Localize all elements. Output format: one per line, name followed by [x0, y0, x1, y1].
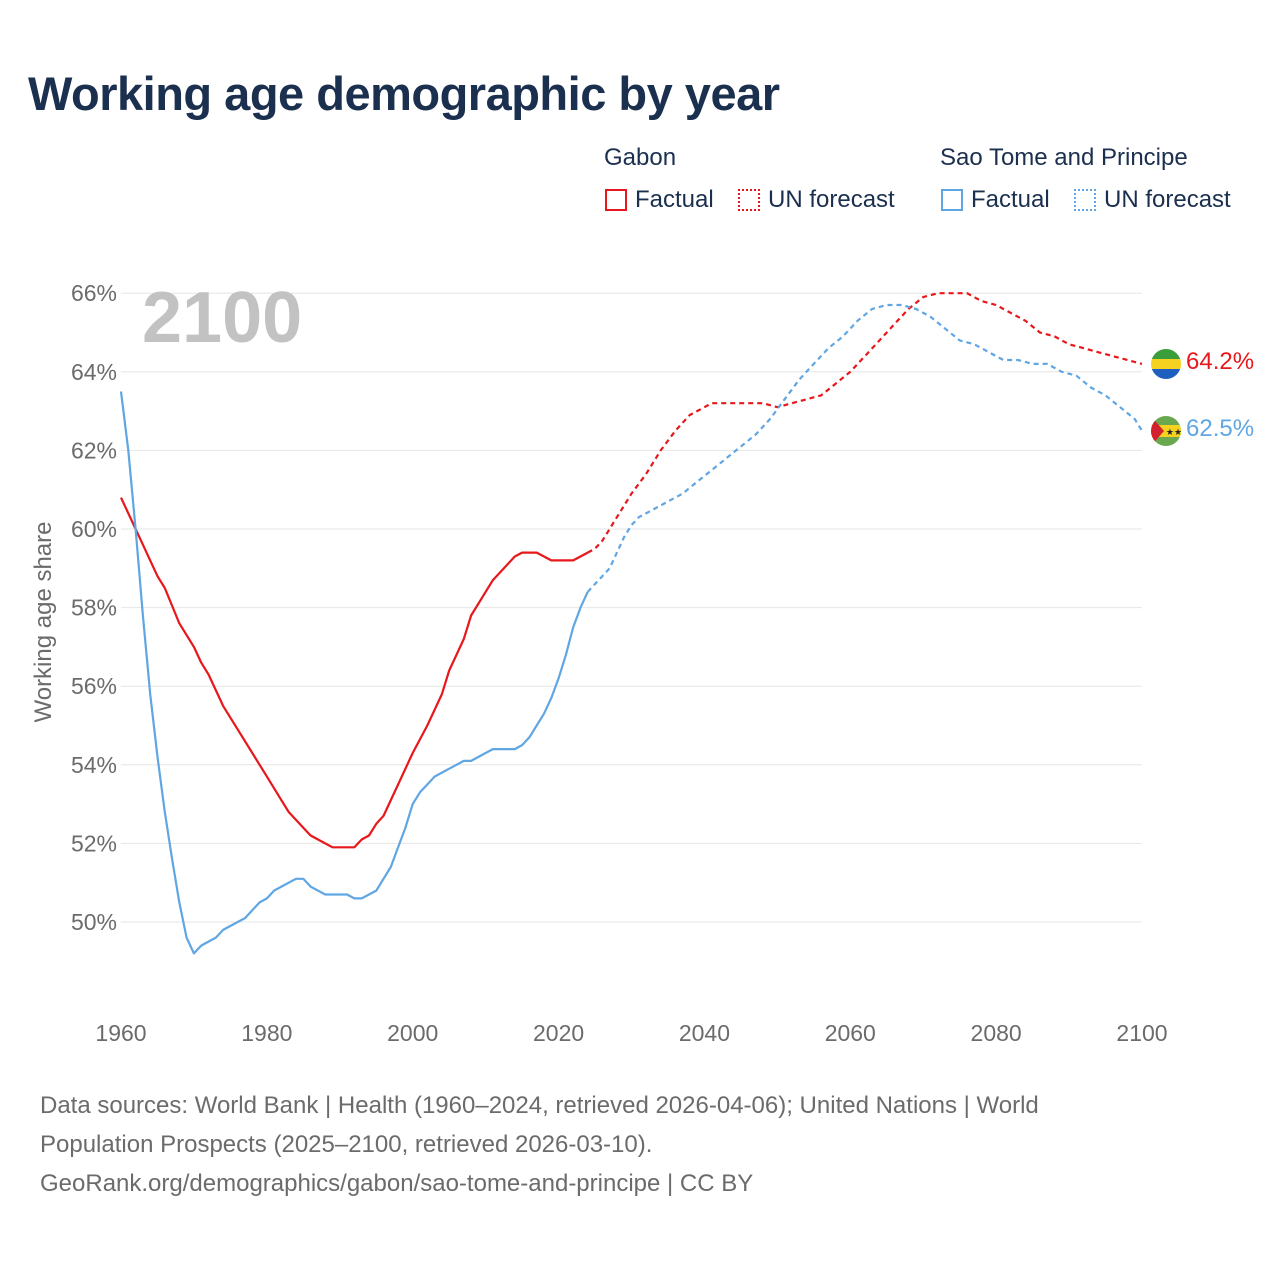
y-tick-label: 52%	[71, 830, 117, 856]
legend-group-sao-tome: Sao Tome and Principe	[940, 144, 1188, 171]
footer-line-1: Data sources: World Bank | Health (1960–…	[40, 1092, 1039, 1119]
x-tick-label: 1980	[241, 1020, 292, 1046]
gabon-end-value-label: 64.2%	[1186, 348, 1254, 375]
gabon-forecast-line	[587, 292, 1143, 554]
x-tick-label: 1960	[95, 1020, 146, 1046]
x-tick-label: 2080	[971, 1020, 1022, 1046]
legend-label-gabon-forecast: UN forecast	[768, 186, 895, 213]
legend-swatch-sao-tome-factual	[941, 189, 963, 211]
legend-swatch-gabon-factual	[605, 189, 627, 211]
sao-tome-factual-line	[119, 391, 589, 955]
legend-label-sao-tome-factual: Factual	[971, 186, 1050, 213]
y-axis-label: Working age share	[30, 522, 57, 723]
x-tick-label: 2040	[679, 1020, 730, 1046]
legend-gabon-forecast[interactable]: UN forecast	[738, 186, 895, 214]
y-tick-label: 58%	[71, 595, 117, 621]
legend-label-gabon-factual: Factual	[635, 186, 714, 213]
legend-gabon-factual[interactable]: Factual	[605, 186, 714, 214]
gabon-flag-icon	[1151, 349, 1181, 379]
legend-group-gabon: Gabon	[604, 144, 677, 171]
year-overlay: 2100	[142, 278, 302, 358]
gabon-factual-line	[120, 497, 589, 849]
legend-swatch-gabon-forecast	[738, 189, 760, 211]
sao-tome-end-value-label: 62.5%	[1186, 415, 1254, 442]
x-tick-label: 2100	[1116, 1020, 1167, 1046]
x-tick-label: 2060	[825, 1020, 876, 1046]
svg-text:★★: ★★	[1166, 427, 1182, 437]
chart-title: Working age demographic by year	[28, 67, 780, 120]
sao-tome-forecast-line	[586, 303, 1143, 593]
sao-tome-flag-icon: ★★	[1151, 416, 1182, 446]
footer-link[interactable]: GeoRank.org/demographics/gabon/sao-tome-…	[40, 1170, 754, 1197]
y-tick-label: 66%	[71, 280, 117, 306]
y-tick-label: 64%	[71, 359, 117, 385]
footer-sources: Data sources: World Bank | Health (1960–…	[40, 1086, 1240, 1203]
line-chart: 2100 Working age share 50% 52% 54% 56% 58% 60…	[30, 278, 1254, 1046]
x-tick-label: 2000	[387, 1020, 438, 1046]
y-tick-label: 54%	[71, 752, 117, 778]
legend-swatch-sao-tome-forecast	[1074, 189, 1096, 211]
legend-sao-tome-factual[interactable]: Factual	[941, 186, 1050, 214]
x-tick-label: 2020	[533, 1020, 584, 1046]
y-tick-label: 50%	[71, 909, 117, 935]
y-tick-label: 56%	[71, 673, 117, 699]
legend-label-sao-tome-forecast: UN forecast	[1104, 186, 1231, 213]
legend-sao-tome-forecast[interactable]: UN forecast	[1074, 186, 1231, 214]
y-tick-label: 60%	[71, 516, 117, 542]
y-tick-label: 62%	[71, 437, 117, 463]
footer-line-2: Population Prospects (2025–2100, retriev…	[40, 1131, 653, 1158]
